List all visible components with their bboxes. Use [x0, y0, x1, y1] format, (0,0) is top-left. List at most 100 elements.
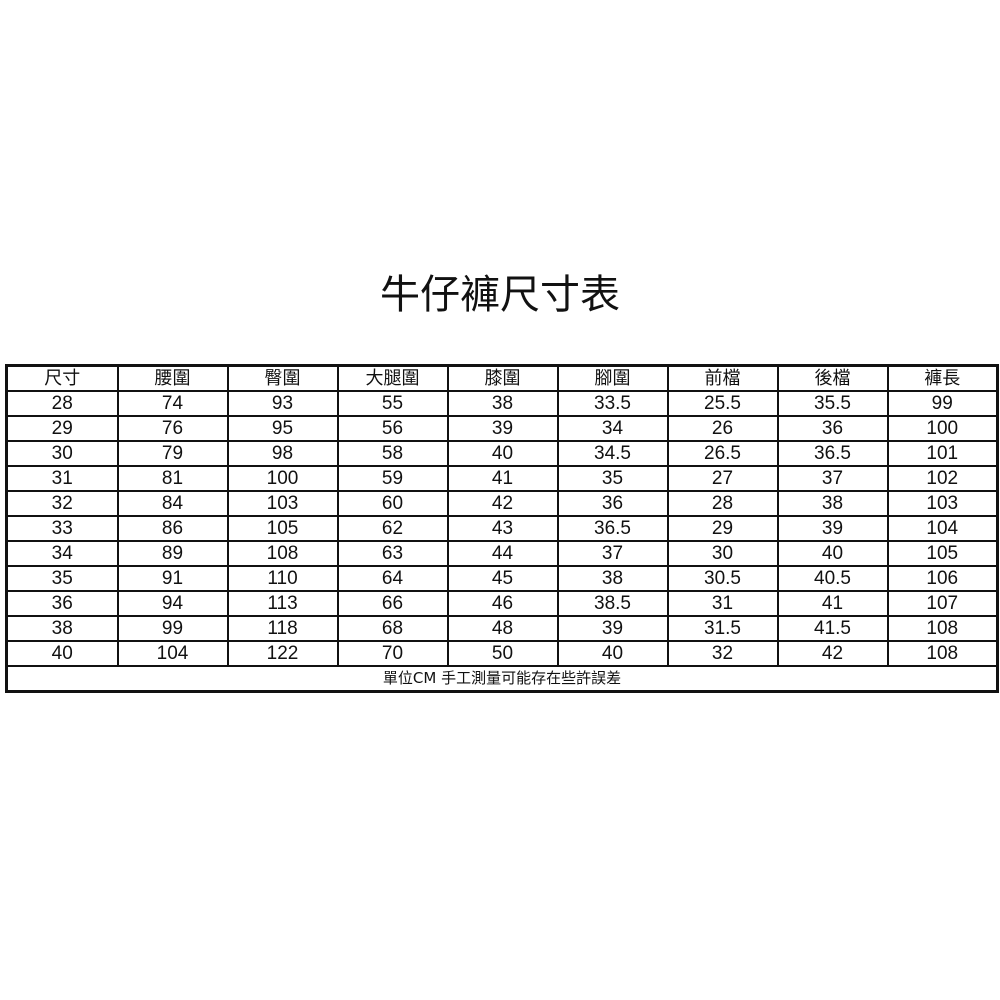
table-cell: 50 [446, 640, 559, 667]
table-cell: 31.5 [666, 615, 779, 642]
table-cell: 37 [776, 465, 889, 492]
table-cell: 31 [666, 590, 779, 617]
table-cell: 99 [116, 615, 229, 642]
table-cell: 30 [666, 540, 779, 567]
table-row: 30 79 98 58 40 34.5 26.5 36.5 101 [5, 440, 999, 467]
table-cell: 100 [886, 415, 999, 442]
table-cell: 36.5 [556, 515, 669, 542]
table-cell: 26.5 [666, 440, 779, 467]
table-cell: 32 [5, 490, 119, 517]
table-cell: 118 [226, 615, 339, 642]
table-row: 40 104 122 70 50 40 32 42 108 [5, 640, 999, 667]
table-cell: 62 [336, 515, 449, 542]
table-cell: 105 [226, 515, 339, 542]
table-cell: 40 [446, 440, 559, 467]
table-cell: 84 [116, 490, 229, 517]
table-cell: 29 [5, 415, 119, 442]
table-cell: 108 [886, 615, 999, 642]
table-row: 38 99 118 68 48 39 31.5 41.5 108 [5, 615, 999, 642]
footnote: 單位CM 手工測量可能存在些許誤差 [5, 665, 999, 693]
table-cell: 41 [776, 590, 889, 617]
table-cell: 39 [446, 415, 559, 442]
table-cell: 98 [226, 440, 339, 467]
page-title: 牛仔褲尺寸表 [380, 272, 620, 318]
table-cell: 99 [886, 390, 999, 417]
table-cell: 28 [5, 390, 119, 417]
table-cell: 108 [226, 540, 339, 567]
table-cell: 105 [886, 540, 999, 567]
table-cell: 55 [336, 390, 449, 417]
table-cell: 34 [5, 540, 119, 567]
table-cell: 36 [556, 490, 669, 517]
table-cell: 56 [336, 415, 449, 442]
table-cell: 64 [336, 565, 449, 592]
table-cell: 36.5 [776, 440, 889, 467]
table-cell: 43 [446, 515, 559, 542]
table-cell: 104 [886, 515, 999, 542]
column-header: 褲長 [886, 364, 999, 392]
table-cell: 31 [5, 465, 119, 492]
table-cell: 122 [226, 640, 339, 667]
table-cell: 113 [226, 590, 339, 617]
table-cell: 34.5 [556, 440, 669, 467]
table-cell: 68 [336, 615, 449, 642]
table-cell: 104 [116, 640, 229, 667]
table-cell: 29 [666, 515, 779, 542]
table-cell: 37 [556, 540, 669, 567]
table-row: 28 74 93 55 38 33.5 25.5 35.5 99 [5, 390, 999, 417]
table-cell: 32 [666, 640, 779, 667]
table-cell: 25.5 [666, 390, 779, 417]
table-cell: 38.5 [556, 590, 669, 617]
table-cell: 94 [116, 590, 229, 617]
table-cell: 40 [5, 640, 119, 667]
column-header: 前檔 [666, 364, 779, 392]
table-cell: 60 [336, 490, 449, 517]
table-cell: 40 [556, 640, 669, 667]
table-cell: 110 [226, 565, 339, 592]
table-row: 32 84 103 60 42 36 28 38 103 [5, 490, 999, 517]
table-cell: 102 [886, 465, 999, 492]
table-row: 36 94 113 66 46 38.5 31 41 107 [5, 590, 999, 617]
table-cell: 41 [446, 465, 559, 492]
table-cell: 39 [556, 615, 669, 642]
table-row: 35 91 110 64 45 38 30.5 40.5 106 [5, 565, 999, 592]
column-header: 後檔 [776, 364, 889, 392]
table-cell: 108 [886, 640, 999, 667]
table-cell: 89 [116, 540, 229, 567]
table-cell: 27 [666, 465, 779, 492]
table-cell: 76 [116, 415, 229, 442]
table-cell: 103 [226, 490, 339, 517]
table-cell: 48 [446, 615, 559, 642]
table-cell: 40 [776, 540, 889, 567]
column-header: 尺寸 [5, 364, 119, 392]
table-cell: 35.5 [776, 390, 889, 417]
table-row: 33 86 105 62 43 36.5 29 39 104 [5, 515, 999, 542]
table-cell: 30 [5, 440, 119, 467]
size-chart-table: 尺寸 腰圍 臀圍 大腿圍 膝圍 腳圍 前檔 後檔 褲長 28 74 93 55 38 33.5 25.5 35… [5, 364, 999, 693]
table-cell: 91 [116, 565, 229, 592]
table-cell: 40.5 [776, 565, 889, 592]
table-cell: 93 [226, 390, 339, 417]
table-cell: 44 [446, 540, 559, 567]
table-row: 34 89 108 63 44 37 30 40 105 [5, 540, 999, 567]
table-cell: 39 [776, 515, 889, 542]
table-cell: 74 [116, 390, 229, 417]
table-cell: 35 [5, 565, 119, 592]
table-cell: 46 [446, 590, 559, 617]
table-cell: 45 [446, 565, 559, 592]
table-cell: 30.5 [666, 565, 779, 592]
table-cell: 38 [776, 490, 889, 517]
table-row: 29 76 95 56 39 34 26 36 100 [5, 415, 999, 442]
table-cell: 34 [556, 415, 669, 442]
footnote-row: 單位CM 手工測量可能存在些許誤差 [5, 665, 999, 693]
table-cell: 95 [226, 415, 339, 442]
column-header: 腳圍 [556, 364, 669, 392]
table-cell: 58 [336, 440, 449, 467]
table-row: 31 81 100 59 41 35 27 37 102 [5, 465, 999, 492]
table-cell: 33 [5, 515, 119, 542]
table-cell: 107 [886, 590, 999, 617]
table-cell: 42 [446, 490, 559, 517]
table-cell: 38 [446, 390, 559, 417]
table-cell: 100 [226, 465, 339, 492]
table-cell: 35 [556, 465, 669, 492]
